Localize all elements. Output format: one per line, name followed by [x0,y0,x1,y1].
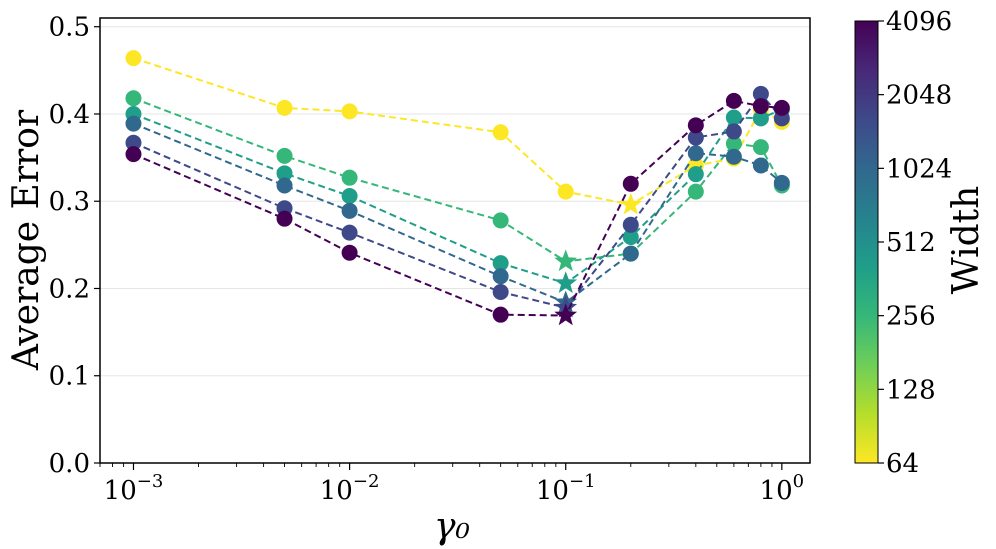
series-width-256 [125,90,790,272]
y-axis-title: Average Error [6,109,47,371]
data-point [622,175,639,192]
data-point [341,169,358,186]
colorbar-gradient [854,20,879,464]
x-tick-label: 10−1 [536,471,596,506]
data-point [725,135,742,152]
data-point [125,134,142,151]
y-tick-label: 0.4 [49,100,90,130]
data-point [752,98,769,115]
y-tick-label: 0.0 [49,449,90,479]
data-point [492,306,509,323]
series-line [133,57,783,206]
best-point-star [554,303,578,326]
series-width-4096 [125,92,790,326]
data-point [276,165,293,182]
data-point [773,99,790,116]
data-point [622,216,639,233]
x-tick-exponent: −3 [137,471,164,492]
data-point [725,123,742,140]
data-point [276,210,293,227]
x-tick-base: 10 [536,476,569,506]
data-point [492,124,509,141]
data-point [276,177,293,194]
series-line [133,92,783,309]
colorbar-tick-label: 2048 [886,81,952,111]
data-point [752,157,769,174]
best-point-star [554,271,578,293]
grid-lines [100,26,810,464]
series-width-1024 [125,115,790,313]
data-point [276,99,293,116]
data-point [687,166,704,183]
y-tick-label: 0.2 [49,274,90,304]
colorbar-tick-label: 4096 [886,7,952,37]
data-point [725,148,742,165]
series-line [133,97,783,263]
plot-frame [99,17,811,464]
x-tick-label: 10−2 [320,471,380,506]
x-tick-base: 10 [104,476,137,506]
y-tick-label: 0.1 [49,362,90,392]
x-tick-exponent: −2 [353,471,380,492]
data-point [752,85,769,102]
best-point-star [619,192,643,215]
data-point [492,283,509,300]
colorbar-tick-label: 512 [886,228,936,258]
data-point [687,117,704,134]
y-tick-label: 0.5 [49,13,90,43]
data-point [725,92,742,109]
data-point [725,109,742,126]
data-point [492,268,509,285]
y-tick-label: 0.3 [49,187,90,217]
data-point [125,115,142,132]
data-point [622,245,639,262]
colorbar-tick-label: 256 [886,302,936,332]
series-line [133,122,783,304]
colorbar: 64 128 256 512 1024 2048 4096 [854,7,952,479]
series-line [133,108,783,285]
colorbar-tick-label: 1024 [886,154,952,184]
data-point [687,145,704,162]
axes: 0.00.10.20.30.40.510−3 10−2 10−1 100 [49,13,804,506]
x-tick-exponent: −1 [569,471,596,492]
colorbar-title: Width [946,186,987,295]
series-line [133,99,782,317]
data-point [276,147,293,164]
data-point [492,255,509,272]
data-point [687,129,704,146]
data-point [752,110,769,127]
data-point [341,202,358,219]
best-point-star [554,249,578,272]
data-point [773,174,790,191]
data-point [125,146,142,163]
colorbar-tick-label: 64 [886,449,919,479]
data-point [687,183,704,200]
data-point [125,90,142,107]
data-point [341,188,358,204]
data-point [125,50,142,67]
data-point [622,229,639,246]
x-axis-title: γ₀ [434,506,470,547]
x-tick-base: 10 [760,476,793,506]
x-tick-base: 10 [320,476,353,506]
data-point [557,183,574,200]
data-point [492,212,509,229]
data-point [752,139,769,156]
x-tick-exponent: 0 [793,471,804,492]
data-point [341,244,358,261]
plot-series [125,50,790,326]
data-point [341,224,358,241]
colorbar-tick-label: 128 [886,375,936,405]
data-point [341,103,358,120]
x-tick-label: 10−3 [104,471,164,506]
x-tick-label: 100 [760,471,805,506]
